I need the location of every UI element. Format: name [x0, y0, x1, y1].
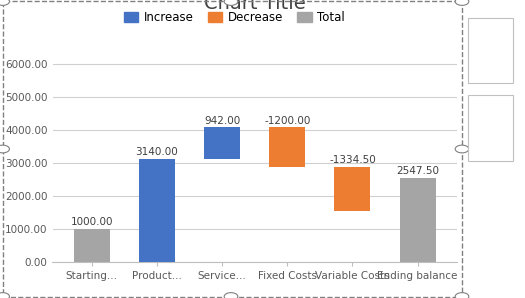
Bar: [400, 178, 436, 262]
Title: Chart Title: Chart Title: [204, 0, 306, 13]
Bar: [74, 229, 110, 262]
Text: 1000.00: 1000.00: [70, 217, 113, 227]
Text: 3140.00: 3140.00: [135, 147, 178, 157]
Text: 2547.50: 2547.50: [396, 166, 439, 176]
Text: 🖌: 🖌: [487, 121, 495, 135]
Text: +: +: [481, 41, 500, 61]
Bar: [269, 128, 305, 167]
Text: -1334.50: -1334.50: [329, 155, 376, 165]
Bar: [139, 159, 175, 262]
Bar: [204, 128, 240, 159]
Bar: [334, 167, 370, 211]
Text: -1200.00: -1200.00: [264, 116, 310, 125]
Text: 942.00: 942.00: [204, 116, 240, 125]
Legend: Increase, Decrease, Total: Increase, Decrease, Total: [119, 6, 350, 29]
